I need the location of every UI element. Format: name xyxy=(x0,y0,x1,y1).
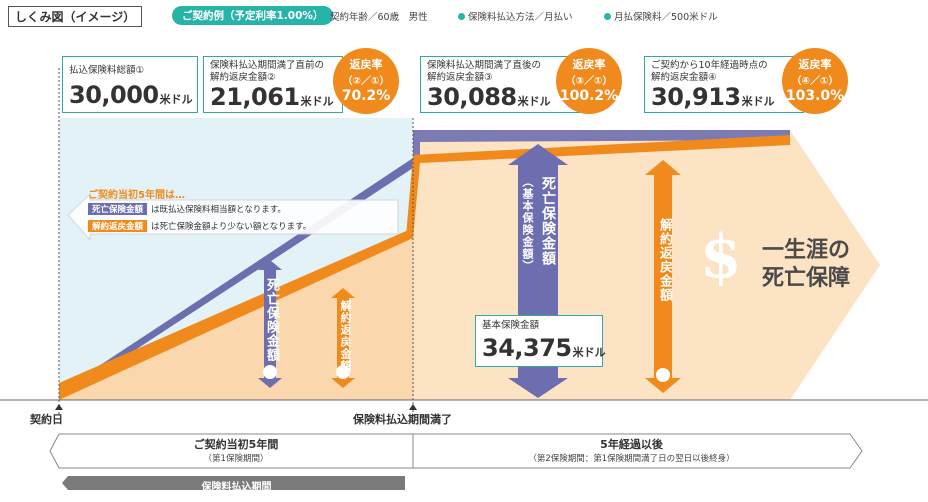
surrender-early-arrow xyxy=(331,288,355,388)
condition-age: 契約年齢／60歳 男性 xyxy=(320,9,428,23)
return-rate-badge-3: 返戻率 （③／①） 100.2% xyxy=(556,48,622,114)
card-label: 払込保険料総額① xyxy=(69,65,145,76)
notice-surrender-line: 解約返戻金額 は死亡保険金額より少ない額となります。 xyxy=(88,220,311,232)
bullet-dot-icon xyxy=(320,13,327,20)
death-early-arrow xyxy=(258,260,282,388)
death-late-label: 死亡保険金額 xyxy=(540,176,556,266)
period1-label: ご契約当初5年間 xyxy=(193,438,279,451)
death-benefit-tag: 死亡保険金額 xyxy=(88,203,148,215)
bullet-dot-icon xyxy=(604,13,611,20)
card-amount: 21,061米ドル xyxy=(210,83,334,111)
card-label-line1: 保険料払込期間満了直前の xyxy=(210,60,325,71)
payment-end-label: 保険料払込期間満了 xyxy=(353,413,452,426)
notice-death-line: 死亡保険金額 は既払込保険料相当額となります。 xyxy=(88,203,286,215)
bullet-dot-icon xyxy=(458,13,465,20)
notice-heading: ご契約当初5年間は… xyxy=(88,190,185,201)
period2-sublabel: （第2保険期間：第1保険期間満了日の翌日以後終身） xyxy=(528,454,735,464)
card-label-line2: 解約返戻金額② xyxy=(210,72,276,83)
card-surrender-10-years: ご契約から10年経過時点の 解約返戻金額④ 30,913米ドル xyxy=(644,56,804,113)
base-amount-value: 34,375米ドル xyxy=(482,334,606,362)
period2-label: 5年経過以後 xyxy=(600,438,663,451)
death-late-sublabel: （基本保険金額） xyxy=(521,176,534,272)
surrender-value-tag: 解約返戻金額 xyxy=(88,220,148,232)
dollar-icon: $ xyxy=(700,222,742,292)
surrender-late-arrow xyxy=(645,160,681,393)
death-early-label: 死亡保険金額 xyxy=(264,278,279,362)
card-surrender-after-end: 保険料払込期間満了直後の 解約返戻金額③ 30,088米ドル xyxy=(420,56,582,113)
payment-period-label: 保険料払込期間 xyxy=(201,482,272,493)
condition-monthly-premium: 月払保険料／500米ドル xyxy=(604,9,718,23)
card-surrender-before-end: 保険料払込期間満了直前の 解約返戻金額② 21,061米ドル xyxy=(203,56,343,113)
surrender-early-line xyxy=(59,228,413,400)
return-rate-badge-2: 返戻率 （②／①） 70.2% xyxy=(333,48,399,114)
card-amount: 30,913米ドル xyxy=(651,83,775,111)
card-label-line2: 解約返戻金額③ xyxy=(427,72,493,83)
card-amount: 30,000米ドル xyxy=(69,81,193,109)
card-label-line1: ご契約から10年経過時点の xyxy=(651,60,768,71)
notice-arrow-shape xyxy=(67,192,399,242)
period1-sublabel: （第1保険期間） xyxy=(203,454,269,464)
surrender-late-label: 解約返戻金額 xyxy=(657,218,672,302)
return-rate-badge-4: 返戻率 （④／①） 103.0% xyxy=(782,48,848,114)
contract-example-pill: ご契約例（予定利率1.00%） xyxy=(172,6,334,25)
surrender-early-label: 解約返戻金額 xyxy=(339,300,352,372)
diagram-title: しくみ図（イメージ） xyxy=(8,6,143,27)
card-label-line2: 解約返戻金額④ xyxy=(651,72,717,83)
lifetime-coverage-text: 一生涯の 死亡保障 xyxy=(762,238,851,291)
card-total-premium: 払込保険料総額① 30,000米ドル xyxy=(62,56,198,113)
card-amount: 30,088米ドル xyxy=(427,83,551,111)
surrender-late-line xyxy=(406,135,790,238)
card-label-line1: 保険料払込期間満了直後の xyxy=(427,60,542,71)
base-amount-box: 基本保険金額 34,375米ドル xyxy=(475,315,606,367)
condition-payment-method: 保険料払込方法／月払い xyxy=(458,9,573,23)
base-amount-label: 基本保険金額 xyxy=(482,320,540,331)
contract-date-label: 契約日 xyxy=(30,413,63,426)
